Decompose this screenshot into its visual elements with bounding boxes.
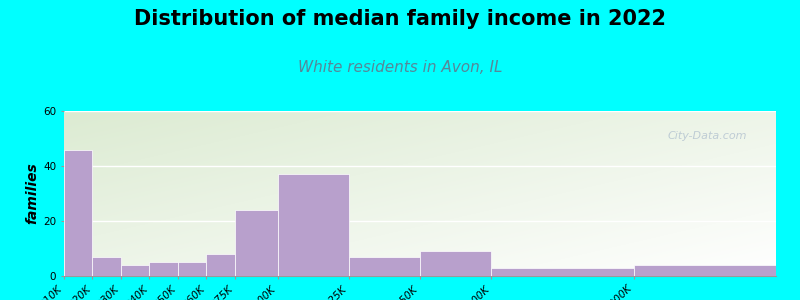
Bar bbox=[178, 262, 206, 276]
Bar bbox=[64, 149, 93, 276]
Bar bbox=[278, 174, 349, 276]
Bar bbox=[121, 265, 150, 276]
Bar bbox=[491, 268, 634, 276]
Text: Distribution of median family income in 2022: Distribution of median family income in … bbox=[134, 9, 666, 29]
Text: City-Data.com: City-Data.com bbox=[668, 131, 747, 141]
Bar bbox=[420, 251, 491, 276]
Bar bbox=[634, 265, 776, 276]
Y-axis label: families: families bbox=[25, 163, 39, 224]
Bar bbox=[93, 257, 121, 276]
Bar bbox=[206, 254, 235, 276]
Text: White residents in Avon, IL: White residents in Avon, IL bbox=[298, 60, 502, 75]
Bar bbox=[349, 257, 420, 276]
Bar bbox=[150, 262, 178, 276]
Bar bbox=[235, 210, 278, 276]
